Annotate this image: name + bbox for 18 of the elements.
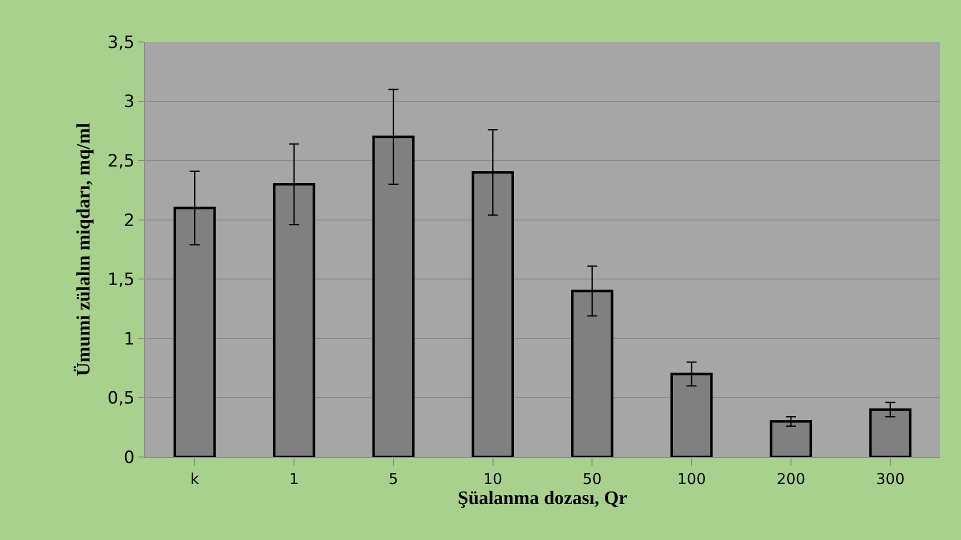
- x-tick-label: 5: [388, 470, 398, 488]
- x-tick-label: 10: [483, 470, 502, 488]
- y-tick-label: 2: [124, 210, 135, 231]
- y-tick-label: 1: [124, 329, 135, 350]
- y-tick-label: 0,5: [108, 388, 135, 409]
- x-tick-label: 200: [776, 470, 806, 488]
- x-tick-label: 300: [876, 470, 905, 488]
- x-tick-label: 50: [582, 470, 602, 488]
- y-tick-label: 3,5: [108, 32, 135, 53]
- y-tick-label: 2,5: [108, 152, 135, 172]
- y-axis-title: Ümumi zülalın miqdarı, mq/ml: [73, 122, 94, 376]
- y-tick-label: 1,5: [108, 270, 135, 290]
- y-tick-label: 3: [124, 92, 135, 112]
- y-tick-label: 0: [124, 448, 135, 468]
- x-tick-label: 100: [677, 470, 706, 488]
- x-tick-label: 1: [289, 470, 299, 488]
- x-axis-title: Şüalanma dozası, Qr: [458, 488, 628, 509]
- x-tick-label: k: [190, 470, 200, 488]
